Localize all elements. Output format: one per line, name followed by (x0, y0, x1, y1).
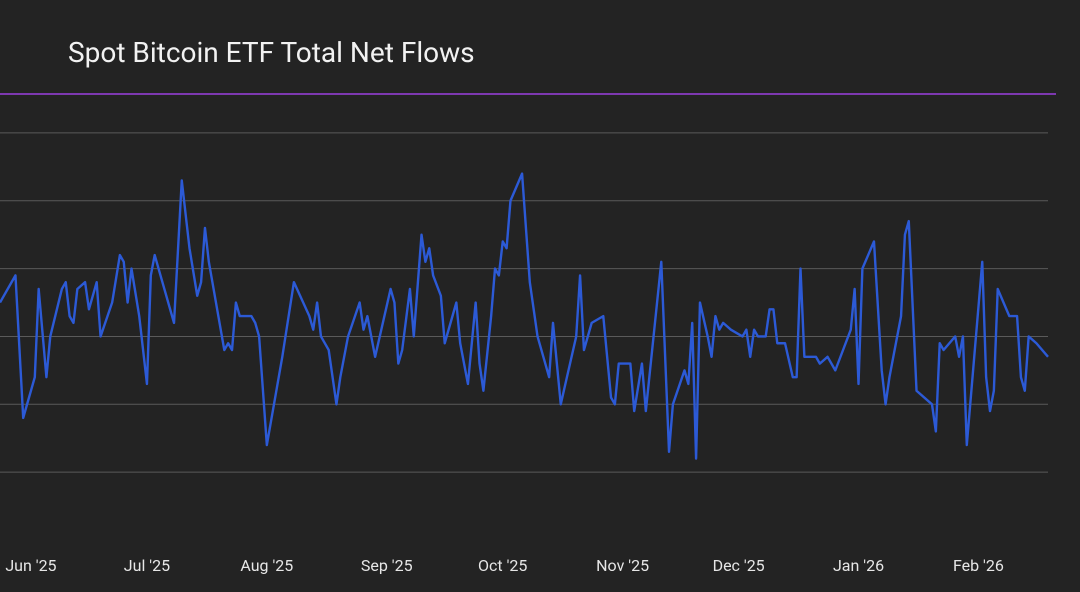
line-series (0, 172, 1049, 460)
x-tick-label: Nov '25 (596, 556, 649, 575)
x-tick-label: Dec '25 (713, 556, 765, 575)
x-tick-label: Jun '25 (5, 556, 56, 575)
x-tick-label: Jan '26 (833, 556, 884, 575)
x-tick-label: Sep '25 (361, 556, 413, 575)
x-tick-label: Oct '25 (478, 556, 527, 575)
x-tick-label: Feb '26 (953, 556, 1004, 575)
chart-title: Spot Bitcoin ETF Total Net Flows (68, 36, 475, 69)
x-tick-label: Aug '25 (240, 556, 293, 575)
x-tick-label: Jul '25 (124, 556, 170, 575)
